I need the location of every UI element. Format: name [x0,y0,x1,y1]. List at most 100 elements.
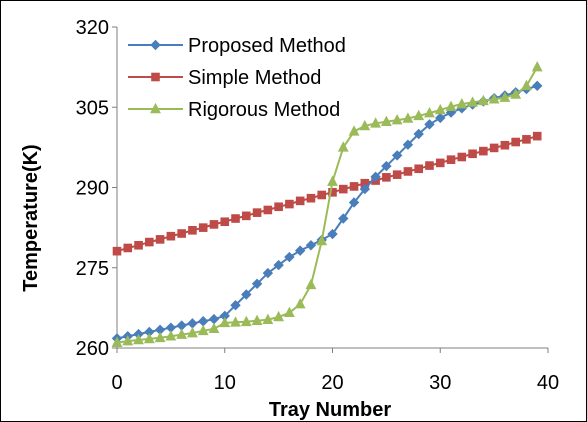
data-point-simple-method [231,214,240,223]
data-point-rigorous-method [273,310,285,322]
data-point-rigorous-method [143,332,155,344]
data-point-simple-method [306,193,316,203]
y-tick-label: 320 [76,17,109,39]
data-point-simple-method [446,155,456,164]
series-layer [111,61,543,347]
data-point-simple-method [112,246,122,256]
series-proposed-method [111,80,543,344]
data-point-proposed-method [294,245,306,256]
data-point-rigorous-method [391,114,403,125]
y-tick-label: 305 [76,97,109,119]
data-point-rigorous-method [133,333,144,345]
data-point-rigorous-method [370,117,382,128]
data-point-rigorous-method [154,331,166,343]
data-point-simple-method [338,184,348,194]
data-point-proposed-method [381,160,392,172]
data-point-proposed-method [413,128,424,140]
data-point-rigorous-method [197,324,209,336]
legend-marker-proposed-method [150,39,161,51]
data-point-rigorous-method [521,79,532,91]
y-tick-label: 290 [76,178,109,200]
axes: 260 275 290 305 320 0 10 20 30 40 [76,17,560,394]
series-line-rigorous-method [116,66,539,344]
data-point-simple-method [414,164,423,174]
data-point-rigorous-method [283,306,295,317]
data-point-rigorous-method [456,97,468,109]
data-point-rigorous-method [337,141,349,152]
data-point-rigorous-method [413,109,425,121]
data-point-proposed-method [370,171,381,183]
data-point-proposed-method [359,183,371,195]
data-point-simple-method [220,217,230,227]
data-point-rigorous-method [434,103,446,115]
data-point-simple-method [188,226,197,235]
data-point-simple-method [457,152,467,162]
data-point-rigorous-method [186,326,198,338]
data-point-simple-method [500,140,510,150]
data-point-proposed-method [230,299,241,311]
data-point-simple-method [274,202,283,212]
data-point-simple-method [403,167,413,176]
legend-label-rigorous-method: Rigorous Method [188,99,340,121]
y-tick-label: 275 [76,258,109,280]
data-point-simple-method [145,237,154,247]
data-point-simple-method [425,161,434,170]
data-point-proposed-method [402,139,414,150]
data-point-proposed-method [327,228,338,240]
data-point-rigorous-method [424,107,435,118]
legend-item-proposed-method: Proposed Method [128,35,346,57]
legend-marker-rigorous-method [150,102,161,114]
data-point-simple-method [382,173,391,182]
data-point-simple-method [392,170,402,179]
data-point-proposed-method [262,267,274,279]
data-point-rigorous-method [122,334,134,346]
data-point-proposed-method [251,278,263,290]
data-point-simple-method [252,208,262,217]
data-point-simple-method [349,182,359,191]
data-point-rigorous-method [262,313,274,324]
data-point-proposed-method [424,119,435,130]
x-tick-label: 40 [537,372,559,394]
data-point-simple-method [285,199,294,209]
y-axis-title: Temperature(K) [20,144,42,291]
data-point-rigorous-method [510,88,522,99]
data-point-simple-method [468,149,477,159]
data-point-proposed-method [348,197,360,208]
data-point-rigorous-method [230,316,241,327]
data-point-simple-method [263,205,273,215]
data-point-simple-method [198,223,208,232]
data-point-rigorous-method [499,91,511,102]
x-tick-label: 30 [429,372,451,394]
data-point-rigorous-method [165,330,177,341]
data-point-rigorous-method [445,100,457,112]
data-point-rigorous-method [305,278,317,290]
data-point-rigorous-method [251,314,263,326]
data-point-rigorous-method [531,61,543,72]
x-tick-label: 0 [111,372,122,394]
data-point-rigorous-method [477,94,489,106]
data-point-proposed-method [208,313,220,325]
data-point-proposed-method [338,213,349,224]
data-point-rigorous-method [219,316,231,328]
data-point-simple-method [134,240,143,250]
data-point-proposed-method [187,318,198,329]
data-point-rigorous-method [348,125,360,136]
data-point-rigorous-method [176,328,188,339]
x-tick-label: 10 [214,372,236,394]
data-point-simple-method [435,158,445,168]
legend-label-simple-method: Simple Method [188,67,321,89]
data-point-proposed-method [273,259,284,271]
data-point-simple-method [522,135,531,144]
data-point-simple-method [155,235,165,244]
data-point-rigorous-method [488,93,500,104]
data-point-proposed-method [305,240,317,251]
data-point-rigorous-method [380,115,392,126]
x-tick-label: 20 [321,372,343,394]
data-point-simple-method [532,131,542,141]
data-point-simple-method [166,231,176,241]
data-point-simple-method [242,211,251,221]
data-point-proposed-method [197,316,209,327]
y-tick-label: 260 [76,338,109,360]
